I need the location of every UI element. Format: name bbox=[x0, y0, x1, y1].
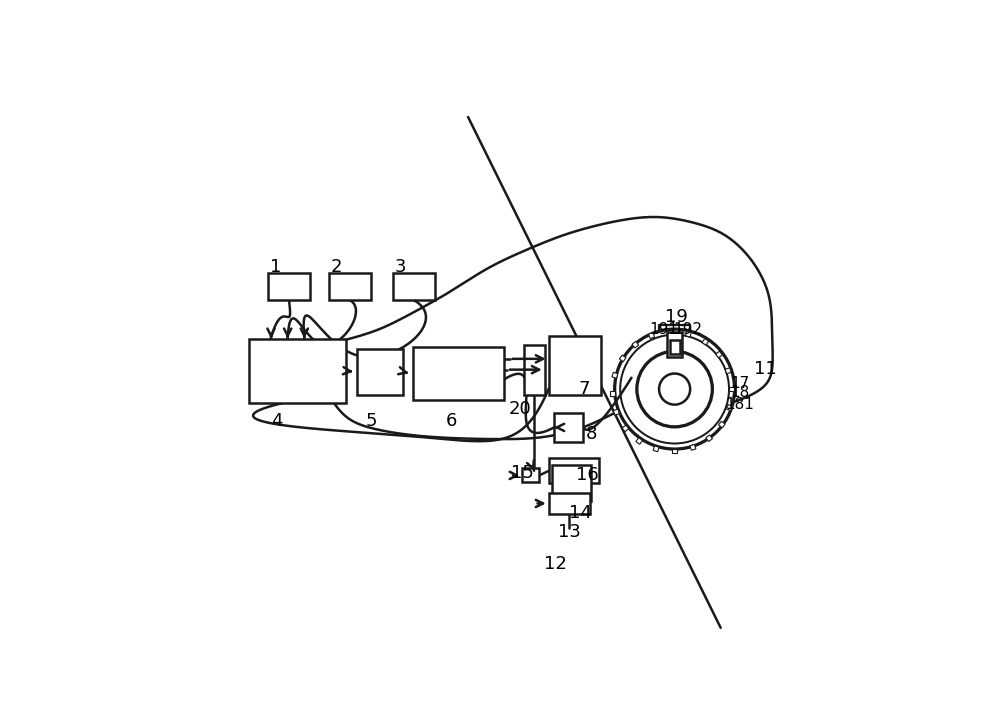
Bar bbox=[649, 332, 655, 339]
Text: 14: 14 bbox=[569, 504, 592, 522]
Text: 18: 18 bbox=[730, 386, 750, 400]
Bar bbox=[522, 469, 539, 482]
Bar bbox=[636, 438, 642, 444]
Bar bbox=[727, 404, 733, 410]
Text: 13: 13 bbox=[558, 523, 581, 541]
Bar bbox=[413, 348, 504, 400]
Circle shape bbox=[620, 335, 729, 443]
Text: 3: 3 bbox=[395, 258, 406, 276]
Text: 12: 12 bbox=[544, 555, 567, 573]
Bar bbox=[653, 446, 659, 452]
Bar bbox=[706, 435, 712, 441]
Bar bbox=[549, 336, 601, 394]
Bar bbox=[357, 349, 403, 394]
Text: 8: 8 bbox=[586, 425, 598, 443]
Bar bbox=[610, 392, 615, 396]
Bar bbox=[549, 493, 590, 514]
Bar bbox=[729, 386, 734, 392]
Circle shape bbox=[659, 373, 690, 404]
Bar bbox=[672, 448, 677, 454]
Bar bbox=[329, 273, 371, 300]
Text: 192: 192 bbox=[673, 322, 702, 337]
Text: 2: 2 bbox=[331, 258, 342, 276]
Bar bbox=[249, 339, 346, 403]
Bar bbox=[268, 273, 310, 300]
Bar bbox=[622, 425, 629, 432]
Text: 15: 15 bbox=[511, 464, 533, 482]
Bar bbox=[524, 345, 545, 394]
Bar bbox=[668, 329, 672, 335]
Bar bbox=[725, 368, 731, 373]
Bar bbox=[554, 413, 583, 442]
Bar bbox=[613, 409, 619, 415]
Text: 19: 19 bbox=[665, 308, 688, 326]
Bar bbox=[719, 421, 725, 428]
Text: 11: 11 bbox=[754, 360, 776, 378]
Text: 181: 181 bbox=[726, 397, 755, 412]
Text: 7: 7 bbox=[579, 380, 590, 398]
Circle shape bbox=[637, 351, 712, 427]
Bar bbox=[549, 459, 599, 484]
Bar bbox=[716, 351, 722, 358]
Text: 4: 4 bbox=[271, 412, 282, 430]
Text: 5: 5 bbox=[365, 412, 377, 430]
Circle shape bbox=[615, 329, 735, 449]
Text: 191: 191 bbox=[650, 322, 679, 337]
Bar bbox=[670, 340, 680, 354]
Bar bbox=[619, 355, 626, 362]
Bar bbox=[393, 273, 435, 300]
Bar bbox=[612, 372, 618, 379]
Bar bbox=[552, 465, 591, 501]
Text: 1: 1 bbox=[270, 258, 281, 276]
Text: 16: 16 bbox=[576, 466, 599, 484]
Text: 17: 17 bbox=[730, 376, 750, 391]
Bar bbox=[702, 339, 709, 345]
Bar bbox=[667, 332, 682, 357]
Bar bbox=[690, 444, 696, 451]
Bar bbox=[685, 331, 691, 337]
Text: 20: 20 bbox=[508, 399, 531, 417]
Bar bbox=[632, 341, 639, 348]
Text: 6: 6 bbox=[446, 412, 457, 430]
